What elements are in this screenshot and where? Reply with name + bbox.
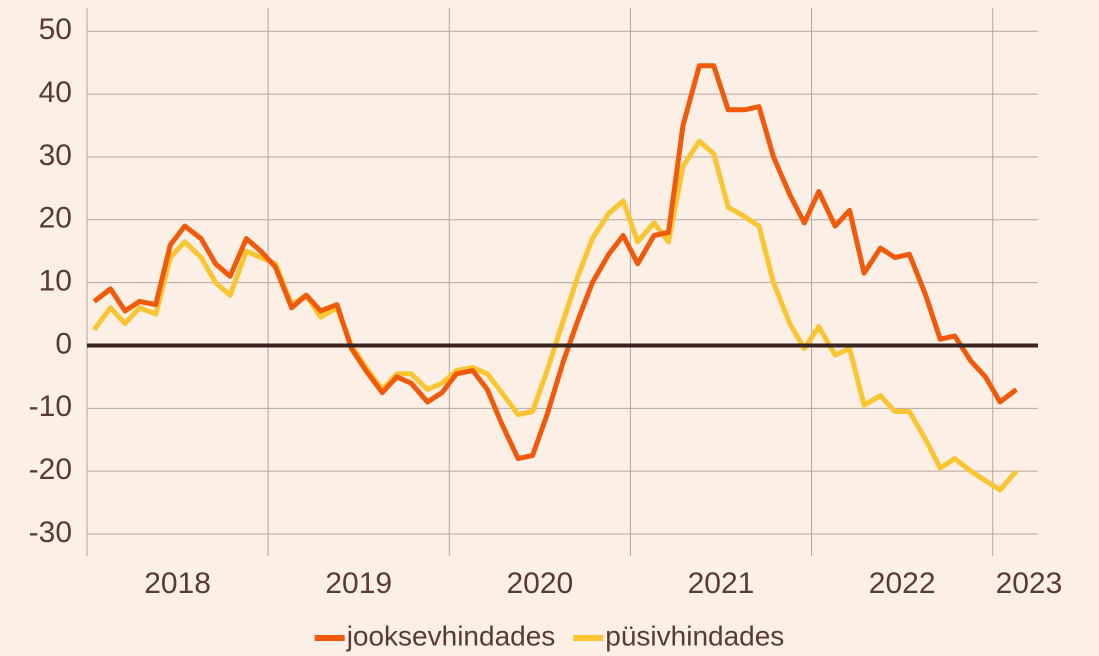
y-tick-label: 20 [39, 202, 72, 235]
y-tick-label: -10 [29, 390, 72, 423]
legend: jooksevhindades püsivhindades [314, 620, 784, 651]
x-tick-label: 2023 [996, 567, 1063, 600]
x-tick-label: 2021 [688, 567, 755, 600]
x-tick-label: 2019 [325, 567, 392, 600]
legend-label: püsivhindades [605, 620, 784, 651]
legend-label: jooksevhindades [346, 620, 556, 651]
y-tick-label: 0 [55, 327, 72, 360]
y-tick-label: -30 [29, 516, 72, 549]
y-tick-label: 10 [39, 265, 72, 298]
x-tick-label: 2020 [506, 567, 573, 600]
series-line [92, 63, 1018, 462]
y-tick-label: 50 [39, 13, 72, 46]
x-tick-label: 2018 [144, 567, 211, 600]
y-tick-label: 40 [39, 76, 72, 109]
y-tick-label: 30 [39, 139, 72, 172]
x-tick-label: 2022 [869, 567, 936, 600]
y-tick-label: -20 [29, 453, 72, 486]
